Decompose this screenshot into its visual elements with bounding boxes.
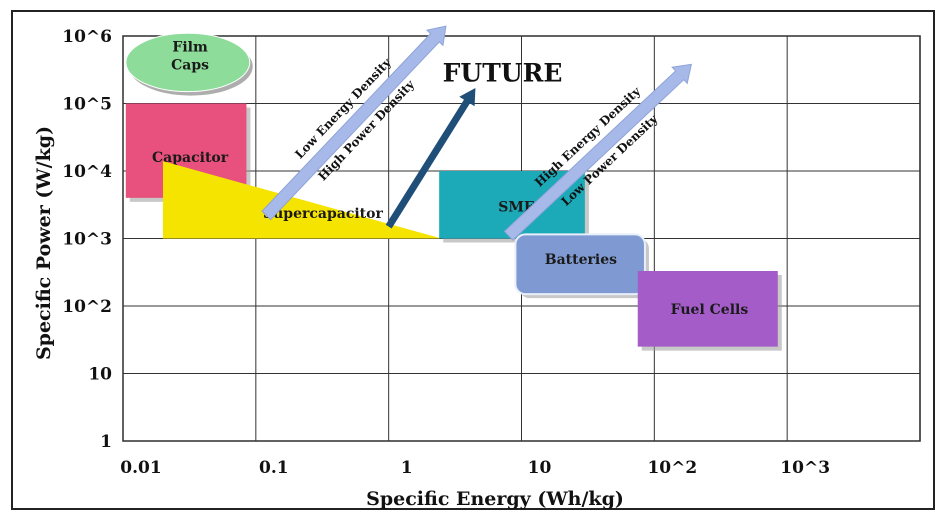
arrow-body: [261, 25, 447, 221]
y-tick-label: 10: [88, 365, 112, 385]
y-tick-label: 1: [100, 432, 112, 452]
arrow-shaft: [385, 96, 473, 229]
y-tick-label: 10^2: [62, 297, 112, 317]
x-tick-label: 10^3: [780, 458, 830, 478]
future-label: FUTURE: [443, 58, 563, 87]
region-label: Caps: [171, 57, 209, 73]
region-label: Batteries: [545, 252, 617, 268]
y-tick-label: 10^6: [62, 27, 112, 47]
arrow-body: [503, 63, 693, 241]
region-label: Supercapacitor: [263, 206, 383, 222]
y-tick-label: 10^3: [62, 230, 112, 250]
arrow-future: FUTURE: [385, 58, 563, 229]
x-axis-label: Specific Energy (Wh/kg): [366, 488, 624, 510]
region-label: Fuel Cells: [671, 302, 749, 318]
y-tick-labels: 1 10 10^2 10^3 10^4 10^5 10^6: [62, 27, 112, 452]
x-tick-label: 10^2: [647, 458, 697, 478]
region-shape: [514, 233, 646, 296]
region-shape: [637, 271, 778, 347]
x-tick-labels: 0.01 0.1 1 10 10^2 10^3: [120, 458, 830, 478]
region-fuel-cells: Fuel Cells: [637, 271, 782, 351]
region-shape: [162, 161, 442, 239]
arrow-head: [459, 87, 476, 107]
y-axis-label: Specific Power (W/kg): [33, 126, 55, 360]
region-shape: [125, 32, 251, 93]
y-tick-label: 10^5: [62, 95, 112, 115]
y-tick-label: 10^4: [62, 162, 112, 182]
x-tick-label: 1: [401, 458, 413, 478]
x-tick-label: 10: [528, 458, 552, 478]
x-tick-label: 0.01: [120, 458, 161, 478]
x-tick-label: 0.1: [259, 458, 289, 478]
region-supercapacitor: Supercapacitor: [162, 161, 442, 239]
region-label: Capacitor: [152, 150, 229, 166]
region-film-caps: Film Caps: [125, 32, 253, 96]
region-label: Film: [172, 39, 208, 55]
region-batteries: Batteries: [514, 233, 649, 299]
